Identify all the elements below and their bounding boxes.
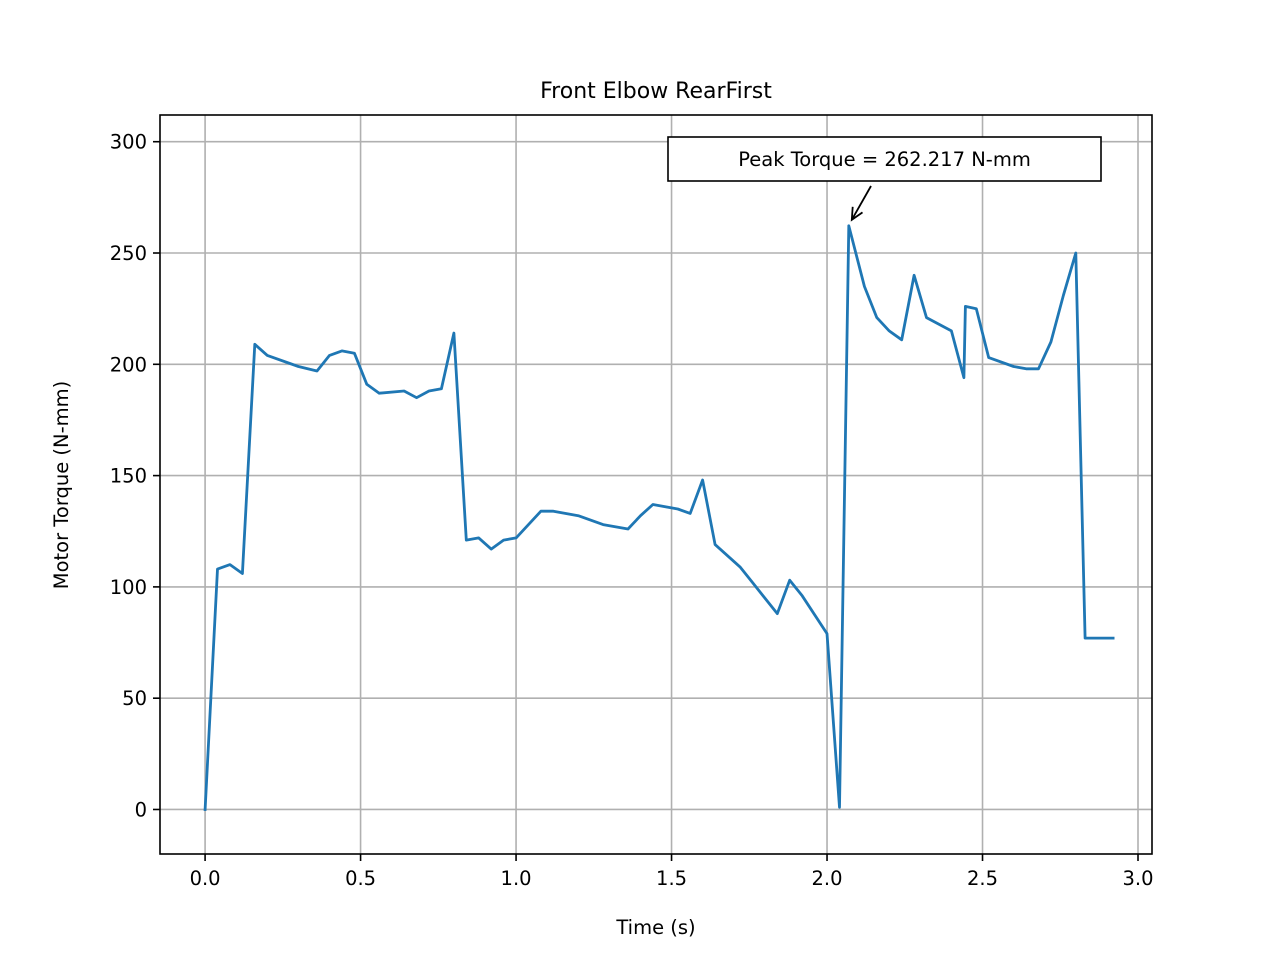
torque-series-line (203, 224, 1115, 811)
annotation-arrowhead (850, 206, 864, 222)
grid-lines (160, 115, 1152, 854)
y-tick-label: 0 (135, 798, 147, 821)
x-tick-label: 3.0 (1122, 867, 1153, 890)
plot-area (160, 115, 1152, 854)
y-tick-label: 100 (110, 576, 147, 599)
annotation-text: Peak Torque = 262.217 N-mm (738, 148, 1031, 171)
x-tick-label: 2.0 (812, 867, 843, 890)
y-tick-label: 200 (110, 353, 147, 376)
x-tick-label: 0.0 (190, 867, 221, 890)
x-axis-label: Time (s) (615, 916, 695, 939)
y-tick-label: 250 (110, 242, 147, 265)
y-axis-label: Motor Torque (N-mm) (50, 381, 73, 590)
x-tick-label: 2.5 (967, 867, 998, 890)
annotation-box (667, 136, 1102, 182)
x-tick-label: 1.0 (501, 867, 532, 890)
x-tick-label: 0.5 (345, 867, 376, 890)
annotation-arrow (851, 185, 872, 221)
plot-frame (159, 114, 1153, 855)
axis-ticks: 0.0 0.5 1.0 1.5 2.0 2.5 3.0 0 50 100 150 200 250 300 (110, 131, 1154, 890)
y-tick-label: 300 (110, 131, 147, 154)
y-tick-label: 150 (110, 465, 147, 488)
annotation-layer: Peak Torque = 262.217 N-mm (667, 136, 1102, 222)
chart-title: Front Elbow RearFirst (540, 79, 772, 104)
series-layer (203, 224, 1115, 811)
y-tick-label: 50 (122, 687, 147, 710)
x-tick-label: 1.5 (656, 867, 687, 890)
